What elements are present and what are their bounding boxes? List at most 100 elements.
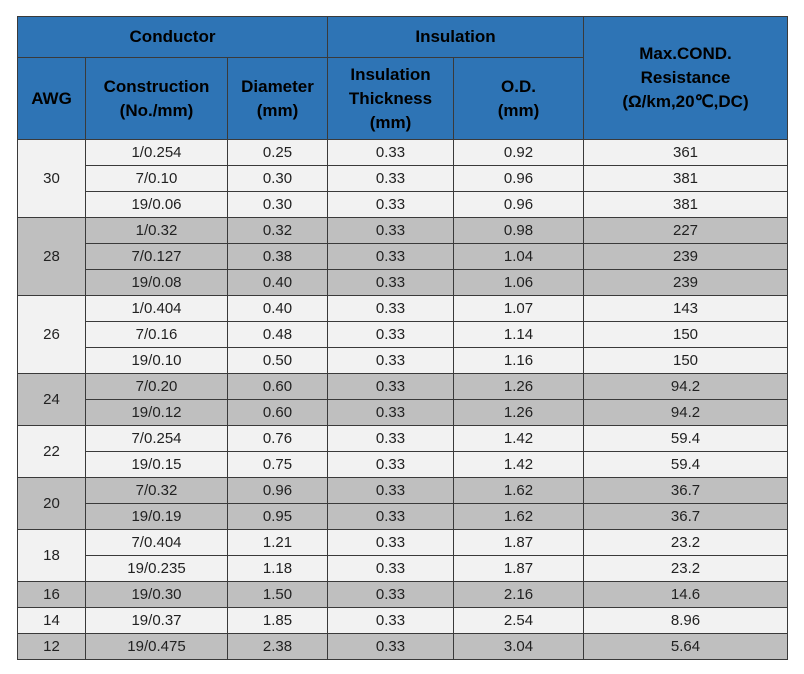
resistance-cell: 5.64 (583, 633, 788, 660)
awg-cell: 26 (17, 295, 86, 374)
awg-cell: 20 (17, 477, 86, 530)
thickness-cell: 0.33 (327, 555, 454, 582)
awg-cell: 18 (17, 529, 86, 582)
awg-cell: 22 (17, 425, 86, 478)
resistance-cell: 94.2 (583, 399, 788, 426)
od-cell: 0.92 (453, 139, 584, 166)
od-cell: 0.98 (453, 217, 584, 244)
construction-header: Construction (No./mm) (85, 57, 228, 140)
construction-cell: 19/0.10 (85, 347, 228, 374)
table-row: 22 7/0.254 0.76 0.33 1.42 59.4 (17, 425, 788, 478)
diameter-cell: 0.96 (227, 477, 328, 504)
thickness-header: Insulation Thickness (mm) (327, 57, 454, 140)
diameter-cell: 0.60 (227, 399, 328, 426)
awg-header: AWG (17, 57, 86, 140)
table-row: 7/0.10 0.30 0.33 0.96 381 (18, 165, 788, 192)
diameter-cell: 0.50 (227, 347, 328, 374)
awg-cell: 24 (17, 373, 86, 426)
diameter-cell: 0.30 (227, 191, 328, 218)
od-cell: 1.42 (453, 425, 584, 452)
diameter-cell: 0.40 (227, 295, 328, 322)
resistance-cell: 23.2 (583, 529, 788, 556)
table-row: 19/0.06 0.30 0.33 0.96 381 (18, 191, 788, 218)
od-cell: 1.62 (453, 503, 584, 530)
awg-cell: 16 (17, 581, 86, 608)
resistance-cell: 143 (583, 295, 788, 322)
thickness-cell: 0.33 (327, 217, 454, 244)
diameter-cell: 1.50 (227, 581, 328, 608)
diameter-cell: 0.38 (227, 243, 328, 270)
od-cell: 1.06 (453, 269, 584, 296)
construction-cell: 1/0.254 (85, 139, 228, 166)
construction-cell: 19/0.475 (85, 633, 228, 660)
diameter-cell: 0.30 (227, 165, 328, 192)
diameter-header-line: Diameter (241, 76, 314, 96)
resistance-header-line: (Ω/km,20℃,DC) (622, 92, 749, 111)
thickness-cell: 0.33 (327, 165, 454, 192)
header-row-groups: Conductor Insulation Max.COND. Resistanc… (17, 16, 788, 140)
table-row: 19/0.12 0.60 0.33 1.26 94.2 (18, 399, 788, 426)
resistance-cell: 239 (583, 269, 788, 296)
od-cell: 1.62 (453, 477, 584, 504)
od-header-line: (mm) (497, 100, 540, 120)
construction-cell: 19/0.15 (85, 451, 228, 478)
resistance-cell: 227 (583, 217, 788, 244)
od-cell: 1.14 (453, 321, 584, 348)
table-row: 19/0.10 0.50 0.33 1.16 150 (18, 347, 788, 374)
thickness-cell: 0.33 (327, 269, 454, 296)
diameter-cell: 1.18 (227, 555, 328, 582)
table-row: 26 1/0.404 0.40 0.33 1.07 143 (17, 295, 788, 374)
construction-cell: 7/0.10 (85, 165, 228, 192)
thickness-cell: 0.33 (327, 633, 454, 660)
thickness-cell: 0.33 (327, 451, 454, 478)
od-header: O.D. (mm) (453, 57, 584, 140)
table-row: 7/0.127 0.38 0.33 1.04 239 (18, 243, 788, 270)
construction-cell: 1/0.404 (85, 295, 228, 322)
awg-cell: 14 (17, 607, 86, 634)
diameter-cell: 0.95 (227, 503, 328, 530)
spec-table-container: Conductor Insulation Max.COND. Resistanc… (17, 16, 788, 660)
table-row: 19/0.235 1.18 0.33 1.87 23.2 (18, 555, 788, 582)
diameter-cell: 1.21 (227, 529, 328, 556)
table-body: 30 1/0.254 0.25 0.33 0.92 361 7/0.10 0.30 0.33 0.… (17, 139, 788, 660)
resistance-cell: 150 (583, 347, 788, 374)
od-cell: 1.04 (453, 243, 584, 270)
od-cell: 0.96 (453, 165, 584, 192)
diameter-cell: 0.32 (227, 217, 328, 244)
resistance-cell: 381 (583, 165, 788, 192)
construction-header-line: (No./mm) (119, 100, 194, 120)
header-row-columns: AWG Construction (No./mm) Diameter (mm) … (17, 57, 788, 140)
od-header-line: O.D. (501, 76, 536, 96)
thickness-cell: 0.33 (327, 399, 454, 426)
resistance-header-line: Max.COND. (639, 44, 732, 63)
construction-cell: 7/0.32 (85, 477, 228, 504)
resistance-cell: 23.2 (583, 555, 788, 582)
resistance-cell: 36.7 (583, 503, 788, 530)
od-cell: 3.04 (453, 633, 584, 660)
construction-cell: 7/0.254 (85, 425, 228, 452)
conductor-header: Conductor (17, 16, 328, 58)
construction-cell: 7/0.20 (85, 373, 228, 400)
diameter-cell: 0.25 (227, 139, 328, 166)
awg-cell: 12 (17, 633, 86, 660)
od-cell: 0.96 (453, 191, 584, 218)
construction-cell: 19/0.30 (85, 581, 228, 608)
construction-cell: 19/0.37 (85, 607, 228, 634)
resistance-cell: 14.6 (583, 581, 788, 608)
od-cell: 1.16 (453, 347, 584, 374)
insulation-header: Insulation (327, 16, 584, 58)
od-cell: 1.26 (453, 373, 584, 400)
thickness-cell: 0.33 (327, 581, 454, 608)
diameter-cell: 0.60 (227, 373, 328, 400)
resistance-cell: 36.7 (583, 477, 788, 504)
thickness-cell: 0.33 (327, 373, 454, 400)
thickness-cell: 0.33 (327, 191, 454, 218)
diameter-cell: 1.85 (227, 607, 328, 634)
resistance-cell: 59.4 (583, 425, 788, 452)
wire-spec-table: Conductor Insulation Max.COND. Resistanc… (17, 16, 788, 660)
resistance-cell: 59.4 (583, 451, 788, 478)
thickness-cell: 0.33 (327, 139, 454, 166)
diameter-cell: 0.48 (227, 321, 328, 348)
table-row: 19/0.08 0.40 0.33 1.06 239 (18, 269, 788, 296)
diameter-cell: 2.38 (227, 633, 328, 660)
